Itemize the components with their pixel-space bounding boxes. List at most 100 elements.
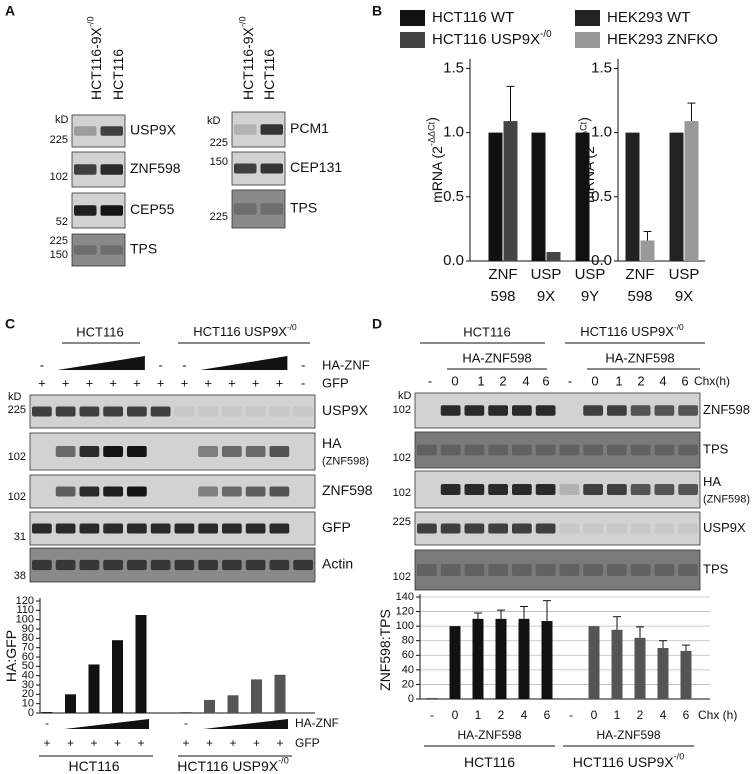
blot-band: [269, 523, 290, 534]
error-bar: [682, 644, 690, 651]
lane-label: HCT116-9X-/0: [238, 16, 256, 100]
text-part: HCT116 USP9X: [573, 754, 675, 770]
text-part: HEK293 ZNFKO: [607, 31, 718, 48]
bar: [565, 698, 577, 699]
blot-band: [234, 203, 257, 215]
blot-band: [127, 523, 147, 534]
bar: [251, 679, 262, 713]
x-tick-label: USP: [669, 266, 700, 283]
bar: [204, 699, 215, 713]
row-label: USP9X: [703, 520, 746, 535]
x-tick-label: 2: [498, 708, 505, 722]
treatment-sign: +: [253, 736, 260, 750]
blot: [29, 394, 316, 429]
blot-band: [512, 523, 532, 534]
blot-band: [55, 406, 76, 417]
blot-band: [269, 559, 290, 571]
bar: [488, 132, 503, 261]
group-label: HCT116: [463, 324, 510, 339]
y-tick-label: 100: [16, 614, 34, 626]
blot: [29, 511, 316, 546]
bar: [625, 132, 640, 261]
bar: [611, 629, 623, 699]
lane-label: 2: [637, 373, 644, 388]
row-label: USP9X: [130, 122, 177, 138]
blot-band: [127, 445, 147, 458]
blot-band: [79, 406, 100, 417]
text-part: HCT116 USP9X: [177, 758, 279, 774]
legend-swatch: [575, 32, 600, 48]
row-label: TPS: [703, 441, 729, 456]
blot-band: [583, 564, 603, 576]
treatment-sign: +: [62, 375, 70, 390]
y-axis-label: mRNA (2-ΔΔCt): [575, 117, 597, 203]
row-label: TPS: [130, 241, 157, 257]
lane-label: HCT116-9X-/0: [86, 16, 104, 100]
y-tick-label: 0.0: [443, 252, 464, 269]
bar: [684, 121, 699, 261]
lane-axis-label: Chx(h): [694, 374, 730, 388]
blot-band: [559, 523, 580, 534]
panel-label: A: [5, 3, 15, 19]
treatment-sign: -: [40, 357, 44, 372]
blot-band: [103, 445, 123, 458]
panel-label: D: [372, 316, 382, 332]
superscript: -ΔΔCt: [427, 121, 437, 146]
y-tick-label: 1.0: [443, 124, 464, 141]
x-tick-label: 2: [637, 708, 644, 722]
blot-band: [654, 523, 675, 534]
treatment-sign: -: [301, 357, 305, 372]
bar: [88, 664, 100, 713]
marker: 102: [8, 451, 26, 463]
bar: [180, 712, 192, 713]
legend-label: HEK293 WT: [607, 9, 690, 26]
superscript: -/0: [238, 16, 248, 27]
bar: [495, 618, 507, 699]
bar: [227, 695, 239, 713]
blot-band: [512, 444, 532, 456]
legend-label: HCT116 WT: [432, 9, 514, 26]
x-tick-label: ZNF: [625, 266, 654, 283]
blot-band: [103, 523, 123, 534]
treatment-sign: +: [276, 736, 283, 750]
blot-band: [630, 483, 651, 496]
marker: 225: [50, 134, 68, 146]
blot-band: [607, 483, 627, 496]
blot-band: [103, 486, 123, 497]
treatment-sign: +: [90, 736, 97, 750]
marker: 150: [50, 249, 68, 261]
blot-band: [464, 523, 485, 534]
row-label: CEP55: [130, 201, 175, 217]
x-tick-label: USP: [575, 266, 606, 283]
blot: [29, 547, 316, 583]
panel-label: C: [5, 316, 15, 332]
bar: [588, 626, 600, 699]
error-bar: [659, 640, 667, 648]
legend-swatch: [575, 10, 600, 26]
treatment-label: GFP: [322, 375, 349, 390]
blot-band: [245, 445, 266, 458]
lane-label: HCT116: [110, 49, 126, 100]
blot-band: [103, 559, 123, 571]
text-part: mRNA (2: [581, 146, 597, 203]
blot-band: [417, 564, 437, 576]
row-label: ZNF598: [130, 160, 181, 176]
y-tick-label: 80: [402, 635, 414, 647]
bar: [426, 698, 438, 699]
blot-band: [127, 486, 147, 497]
text-part: HCT116: [68, 758, 119, 774]
blot-band: [245, 486, 266, 497]
blot-band: [74, 164, 97, 175]
row-label: PCM1: [290, 120, 329, 136]
text-part: HCT116 WT: [432, 9, 514, 26]
blot-band: [488, 483, 508, 496]
y-tick-label: 120: [16, 595, 34, 607]
treatment-sign: +: [43, 736, 50, 750]
treatment-sign: +: [228, 375, 236, 390]
text-part: HCT116: [464, 754, 515, 770]
legend-label: HEK293 ZNFKO: [607, 31, 718, 48]
blot-band: [535, 564, 556, 576]
gradient-triangle: [203, 719, 288, 729]
row-label: HA: [322, 435, 342, 451]
error-bar: [506, 85, 515, 122]
